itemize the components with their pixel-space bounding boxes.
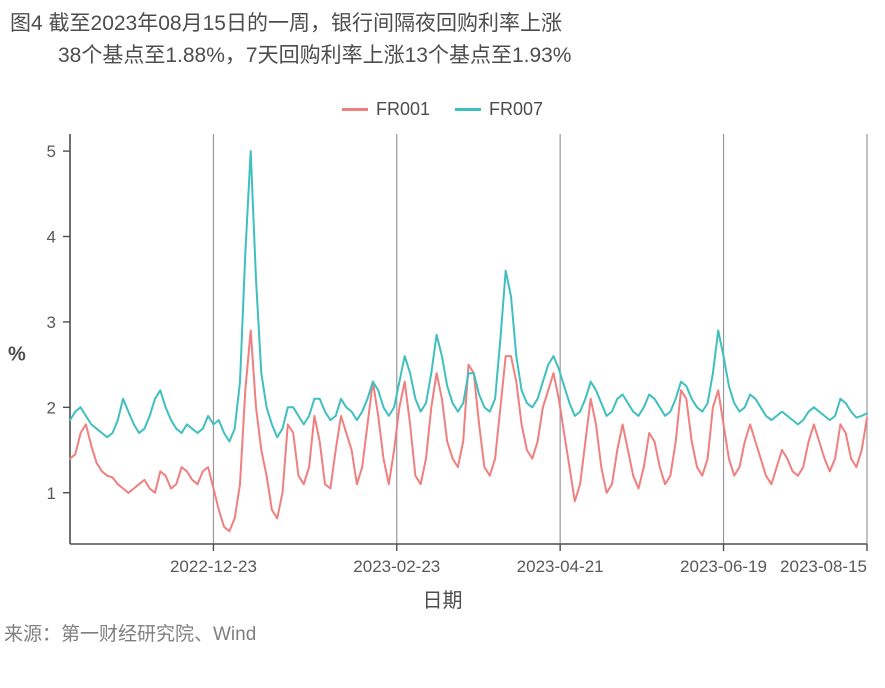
- svg-text:2022-12-23: 2022-12-23: [170, 557, 257, 576]
- legend: FR001 FR007: [0, 95, 885, 120]
- legend-swatch-fr001: [342, 108, 368, 111]
- chart-title-line2: 38个基点至1.88%，7天回购利率上涨13个基点至1.93%: [10, 40, 875, 72]
- svg-text:3: 3: [47, 313, 56, 332]
- legend-swatch-fr007: [455, 108, 481, 111]
- svg-text:1: 1: [47, 484, 56, 503]
- svg-text:2: 2: [47, 398, 56, 417]
- legend-label-fr001: FR001: [376, 99, 430, 120]
- chart-title-line1: 图4 截至2023年08月15日的一周，银行间隔夜回购利率上涨: [10, 8, 875, 40]
- chart-title: 图4 截至2023年08月15日的一周，银行间隔夜回购利率上涨 38个基点至1.…: [0, 0, 885, 71]
- chart-svg: 1 2 3 4 5 2022-12-23 2023-02-23 2023-04-21 2023-…: [0, 120, 885, 590]
- chart-plot-area: % 123452022-12-232023-02-232023-04-21202…: [0, 120, 885, 590]
- svg-text:2023-04-21: 2023-04-21: [517, 557, 604, 576]
- legend-item-fr001: FR001: [342, 99, 430, 120]
- svg-text:4: 4: [47, 228, 56, 247]
- svg-text:5: 5: [47, 142, 56, 161]
- legend-label-fr007: FR007: [489, 99, 543, 120]
- legend-item-fr007: FR007: [455, 99, 543, 120]
- source-line: 来源：第一财经研究院、Wind: [0, 613, 885, 646]
- svg-text:2023-08-15: 2023-08-15: [780, 557, 867, 576]
- svg-text:2023-06-19: 2023-06-19: [680, 557, 767, 576]
- svg-text:2023-02-23: 2023-02-23: [353, 557, 440, 576]
